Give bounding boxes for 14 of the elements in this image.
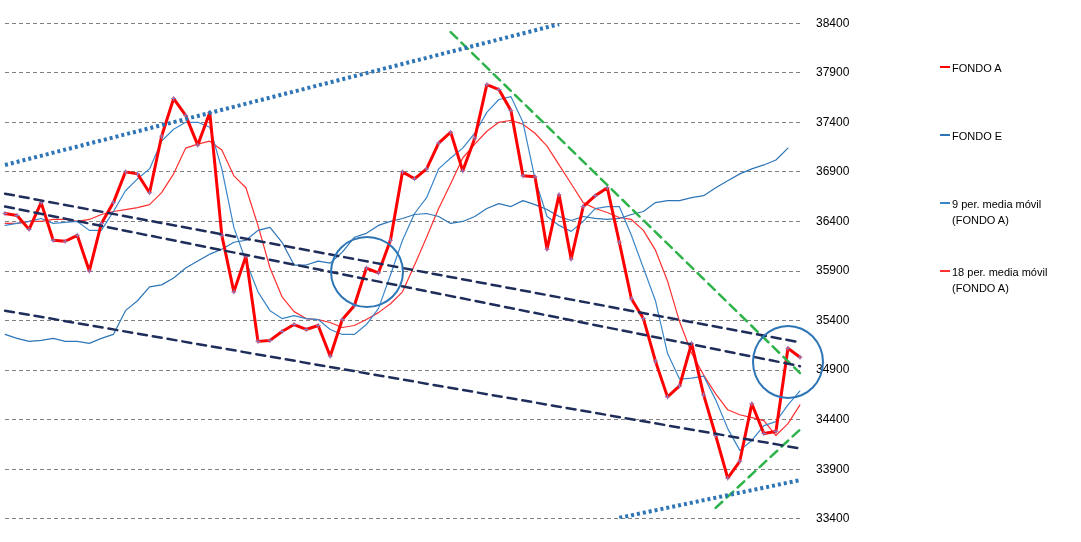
y-tick-label: 34400: [816, 411, 850, 426]
legend-label: FONDO A: [952, 61, 1002, 76]
y-tick-label: 35900: [816, 263, 850, 278]
y-tick-label: 36400: [816, 213, 850, 228]
y-tick-label: 37900: [816, 65, 850, 80]
y-tick-label: 38400: [816, 15, 850, 30]
y-tick-label: 37400: [816, 114, 850, 129]
y-tick-label: 35400: [816, 312, 850, 327]
legend-label: 9 per. media móvil (FONDO A): [952, 197, 1043, 228]
legend-label: 18 per. media móvil (FONDO A): [952, 265, 1049, 296]
y-tick-label: 33900: [816, 461, 850, 476]
y-tick-label: 33400: [816, 511, 850, 526]
legend-label: FONDO E: [952, 129, 1003, 144]
y-tick-label: 36900: [816, 164, 850, 179]
